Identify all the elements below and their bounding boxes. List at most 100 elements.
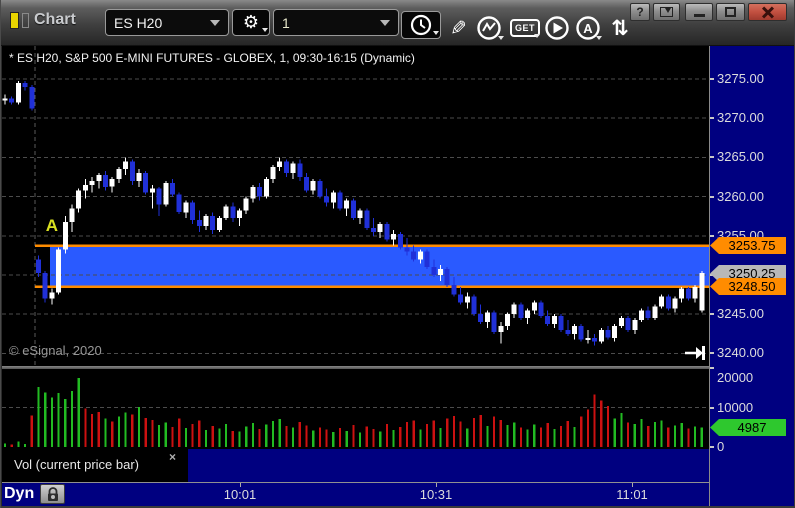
volume-bar — [318, 427, 321, 447]
trendline-tool-button[interactable] — [473, 13, 505, 43]
volume-bar — [660, 420, 663, 447]
candle — [464, 296, 470, 303]
candle — [451, 284, 457, 295]
refresh-button[interactable]: ⇅ — [607, 13, 633, 43]
candle — [545, 316, 551, 324]
volume-bar — [439, 428, 442, 447]
candle — [498, 326, 504, 332]
volume-bar — [680, 423, 683, 447]
volume-bar — [600, 400, 603, 447]
volume-bar — [50, 397, 53, 447]
volume-bar — [184, 428, 187, 447]
candle — [263, 178, 269, 197]
chevron-down-icon — [534, 34, 540, 41]
candle — [277, 161, 283, 168]
play-button[interactable] — [542, 13, 572, 43]
volume-bar — [271, 421, 275, 447]
volume-bar — [164, 422, 167, 447]
price-axis-tick — [710, 156, 714, 158]
volume-bar — [560, 425, 563, 447]
volume-bar — [305, 425, 308, 447]
volume-bar — [379, 431, 382, 447]
window-frame-bottom — [1, 506, 795, 508]
dock-button[interactable] — [653, 3, 680, 21]
time-axis-tick — [436, 483, 437, 487]
volume-bar — [245, 426, 248, 447]
time-template-button[interactable] — [401, 11, 441, 39]
maximize-button[interactable] — [716, 3, 745, 21]
chevron-down-icon — [210, 19, 220, 31]
volume-bar — [627, 422, 630, 447]
candle — [82, 184, 88, 191]
volume-bar — [606, 406, 610, 447]
candle — [685, 288, 691, 299]
candle — [438, 269, 443, 275]
maximize-icon — [725, 7, 736, 17]
symbol-settings-button[interactable]: ⚙ — [232, 9, 270, 36]
candle — [143, 173, 149, 193]
candle — [170, 182, 175, 195]
volume-bar — [10, 444, 13, 447]
price-zone[interactable] — [50, 245, 709, 287]
time-axis-tick — [632, 483, 633, 487]
volume-bar — [151, 419, 154, 447]
minimize-button[interactable] — [685, 3, 713, 21]
get-data-button[interactable]: GET — [509, 15, 541, 41]
go-to-end-icon[interactable] — [685, 346, 705, 360]
candle — [330, 192, 336, 203]
volume-bar — [539, 427, 543, 447]
candle — [652, 306, 658, 319]
close-button[interactable] — [748, 3, 787, 21]
time-axis[interactable]: Dyn 10:01 10:31 11:01 — [2, 483, 709, 506]
symbol-combobox[interactable]: ES H20 — [105, 9, 229, 36]
volume-flag: 4987 — [710, 419, 786, 436]
volume-axis-tick — [710, 407, 714, 409]
volume-bar — [238, 431, 241, 447]
candle — [371, 228, 376, 232]
help-button[interactable]: ? — [630, 3, 650, 21]
candle — [538, 302, 544, 317]
volume-bar — [44, 392, 47, 447]
volume-bar — [365, 426, 368, 447]
dynamic-mode-label: Dyn — [4, 485, 35, 502]
lock-icon — [47, 486, 58, 501]
dock-icon — [660, 7, 673, 17]
price-axis[interactable]: 3275.003270.003265.003260.003255.003250.… — [709, 46, 794, 506]
volume-bar — [700, 427, 703, 447]
volume-bar — [446, 418, 449, 447]
volume-bar — [405, 422, 409, 447]
volume-bar — [452, 416, 455, 447]
price-pane[interactable]: A — [2, 46, 709, 366]
draw-tool-button[interactable]: ✎ — [444, 14, 472, 42]
price-axis-tick — [710, 196, 714, 198]
volume-bar — [426, 423, 429, 447]
candle — [384, 224, 390, 240]
candle — [424, 251, 430, 268]
volume-bar — [472, 417, 476, 447]
volume-bar — [673, 425, 677, 447]
lock-button[interactable] — [40, 484, 65, 504]
candle — [578, 326, 584, 340]
chart-heading: * ES H20, S&P 500 E-MINI FUTURES - GLOBE… — [9, 51, 415, 65]
price-axis-label: 3270.00 — [717, 110, 764, 125]
candle — [9, 98, 15, 103]
volume-pane[interactable] — [2, 369, 709, 449]
chart-window-icon-secondary — [22, 13, 29, 28]
candle — [478, 314, 484, 322]
volume-bar — [499, 419, 502, 447]
volume-bar — [338, 428, 342, 447]
pane-separator[interactable] — [2, 366, 709, 369]
close-indicator-icon[interactable]: × — [169, 450, 177, 464]
price-axis-label: 3260.00 — [717, 189, 764, 204]
volume-bar — [432, 420, 435, 447]
volume-bar — [204, 430, 208, 447]
interval-combobox[interactable]: 1 — [273, 9, 399, 36]
annotate-button[interactable]: A — [573, 13, 603, 43]
volume-bar — [117, 416, 120, 447]
volume-bar — [633, 424, 636, 447]
candle — [15, 82, 21, 103]
candle — [484, 312, 490, 323]
price-axis-label: 3265.00 — [717, 149, 764, 164]
volume-bar — [533, 424, 536, 447]
price-axis-label: 3275.00 — [717, 71, 764, 86]
